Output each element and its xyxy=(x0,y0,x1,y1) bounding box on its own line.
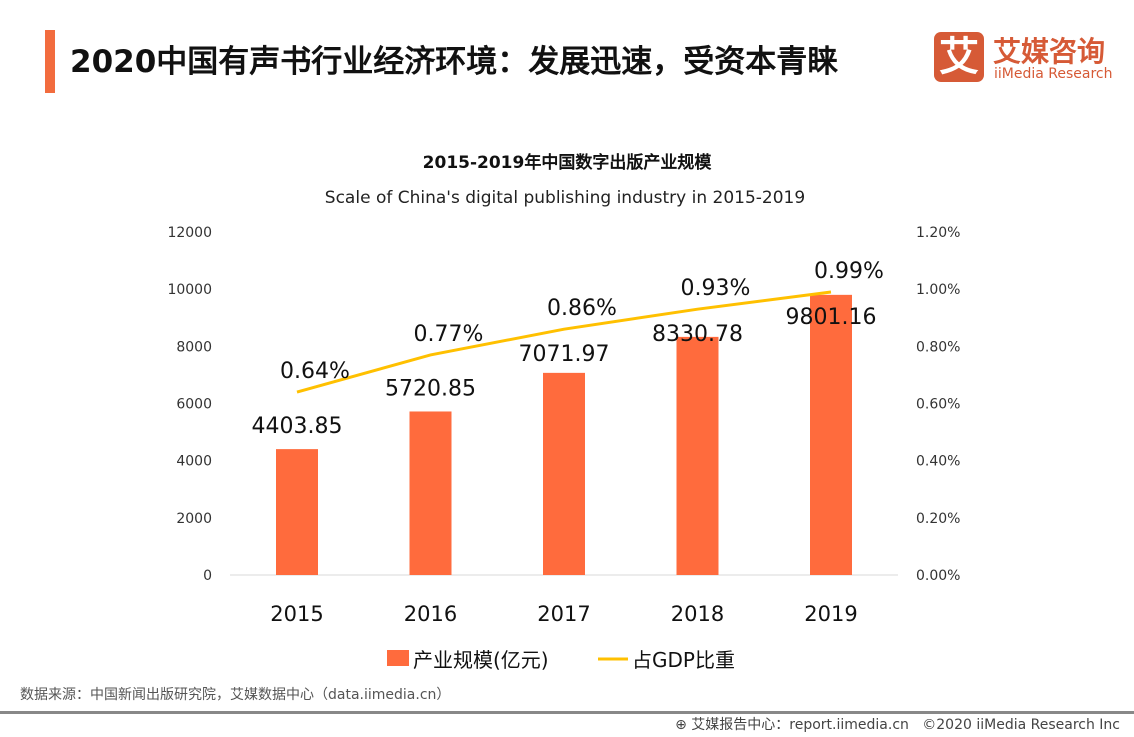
x-axis-tick: 2015 xyxy=(270,602,323,626)
line-label: 0.93% xyxy=(681,276,751,301)
bar-label: 5720.85 xyxy=(385,376,476,401)
left-axis-tick: 2000 xyxy=(176,511,212,527)
left-axis-tick: 12000 xyxy=(167,225,212,241)
left-axis-tick: 6000 xyxy=(176,397,212,413)
x-axis-tick: 2017 xyxy=(537,602,590,626)
left-axis-tick: 4000 xyxy=(176,454,212,470)
left-axis-tick: 8000 xyxy=(176,339,212,355)
line-label: 0.77% xyxy=(414,322,484,347)
gdp-share-line xyxy=(296,290,832,394)
right-axis-tick: 0.80% xyxy=(916,339,960,355)
logo-cn-text: 艾媒咨询 xyxy=(993,35,1106,68)
bar-label: 7071.97 xyxy=(519,342,610,367)
bar-label: 9801.16 xyxy=(786,305,877,330)
x-axis-tick: 2018 xyxy=(671,602,724,626)
right-axis-tick: 1.20% xyxy=(916,225,960,241)
data-source: 数据来源：中国新闻出版研究院，艾媒数据中心（data.iimedia.cn） xyxy=(20,687,451,703)
bar-label: 4403.85 xyxy=(252,414,343,439)
right-axis-tick: 0.40% xyxy=(916,454,960,470)
legend-bar-label: 产业规模(亿元) xyxy=(413,648,549,672)
right-axis-tick: 0.20% xyxy=(916,511,960,527)
line-label: 0.99% xyxy=(814,259,884,284)
copyright: ©2020 iiMedia Research Inc xyxy=(922,717,1120,733)
bar-2019 xyxy=(810,294,852,575)
globe-icon: ⊕ xyxy=(675,717,687,733)
left-axis-tick: 0 xyxy=(203,568,212,584)
logo-en-text: iiMedia Research xyxy=(994,66,1113,82)
bar-2017 xyxy=(543,372,585,575)
legend-line-label: 占GDP比重 xyxy=(632,648,735,672)
right-axis-tick: 0.60% xyxy=(916,397,960,413)
legend-bar-swatch xyxy=(387,650,409,666)
bar-2016 xyxy=(409,411,452,575)
bar-label: 8330.78 xyxy=(652,322,743,347)
line-label: 0.86% xyxy=(547,296,617,321)
x-axis-tick: 2016 xyxy=(404,602,457,626)
chart-title: 2015-2019年中国数字出版产业规模 xyxy=(423,152,713,173)
title-accent-bar xyxy=(45,30,55,93)
bar-2018 xyxy=(676,336,719,575)
report-link[interactable]: 艾媒报告中心：report.iimedia.cn xyxy=(691,717,909,733)
left-axis-tick: 10000 xyxy=(167,282,212,298)
page-title: 2020中国有声书行业经济环境：发展迅速，受资本青睐 xyxy=(70,44,839,80)
right-axis-tick: 0.00% xyxy=(916,568,960,584)
line-label: 0.64% xyxy=(280,359,350,384)
bar-2015 xyxy=(276,449,318,575)
iimedia-logo-icon: 艾 xyxy=(934,32,984,82)
x-axis-tick: 2019 xyxy=(804,602,857,626)
chart-subtitle: Scale of China's digital publishing indu… xyxy=(325,188,805,208)
footer-credits: ⊕ 艾媒报告中心：report.iimedia.cn ©2020 iiMedia… xyxy=(675,714,1120,734)
right-axis-tick: 1.00% xyxy=(916,282,960,298)
footer-divider xyxy=(0,711,1134,714)
